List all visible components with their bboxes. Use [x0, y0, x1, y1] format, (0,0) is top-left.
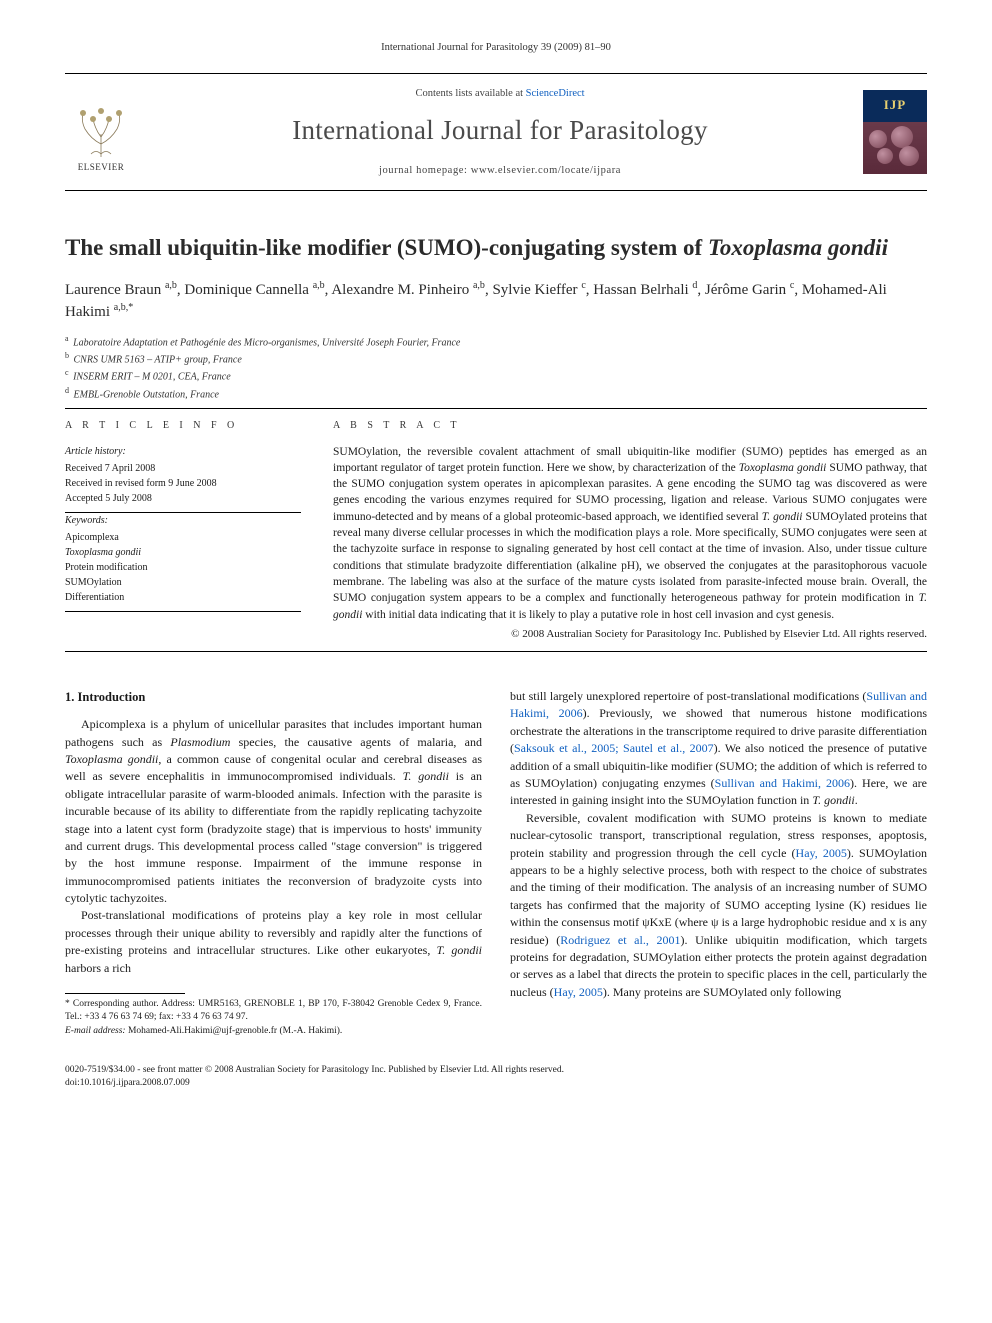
homepage-prefix: journal homepage: — [379, 165, 471, 176]
elsevier-tree-icon — [71, 99, 131, 159]
elsevier-logo: ELSEVIER — [65, 90, 137, 174]
contents-prefix: Contents lists available at — [415, 88, 525, 99]
affiliations: a Laboratoire Adaptation et Pathogénie d… — [65, 333, 927, 402]
homepage-url[interactable]: www.elsevier.com/locate/ijpara — [471, 165, 621, 176]
keyword: Toxoplasma gondii — [65, 545, 301, 560]
keyword: Protein modification — [65, 560, 301, 575]
title-italic-species: Toxoplasma gondii — [708, 235, 888, 260]
affiliation-line: a Laboratoire Adaptation et Pathogénie d… — [65, 333, 927, 350]
footer-issn-line: 0020-7519/$34.00 - see front matter © 20… — [65, 1064, 927, 1077]
sciencedirect-link[interactable]: ScienceDirect — [526, 88, 585, 99]
section-heading-introduction: 1. Introduction — [65, 688, 482, 706]
journal-reference: International Journal for Parasitology 3… — [65, 40, 927, 55]
abstract-text: SUMOylation, the reversible covalent att… — [333, 444, 927, 624]
article-title: The small ubiquitin-like modifier (SUMO)… — [65, 233, 927, 263]
keywords-title: Keywords: — [65, 513, 301, 528]
keywords-block: Keywords: ApicomplexaToxoplasma gondiiPr… — [65, 513, 301, 612]
abstract-copyright: © 2008 Australian Society for Parasitolo… — [333, 627, 927, 643]
body-paragraph: Post-translational modifications of prot… — [65, 907, 482, 977]
affiliation-line: c INSERM ERIT – M 0201, CEA, France — [65, 367, 927, 384]
history-revised: Received in revised form 9 June 2008 — [65, 476, 301, 491]
affiliation-line: d EMBL-Grenoble Outstation, France — [65, 385, 927, 402]
body-two-column: 1. Introduction Apicomplexa is a phylum … — [65, 688, 927, 1038]
masthead-center: Contents lists available at ScienceDirec… — [151, 82, 849, 182]
footnote-corr-label: * Corresponding author. — [65, 999, 159, 1009]
body-paragraph: Reversible, covalent modification with S… — [510, 810, 927, 1001]
footnote-email-suffix: (M.-A. Hakimi). — [279, 1026, 342, 1036]
elsevier-label: ELSEVIER — [78, 161, 125, 174]
abstract-label: A B S T R A C T — [333, 419, 927, 434]
journal-cover-label: IJP — [863, 96, 927, 115]
article-history: Article history: Received 7 April 2008 R… — [65, 444, 301, 513]
rule-below-abstract — [65, 651, 927, 652]
contents-available-line: Contents lists available at ScienceDirec… — [151, 86, 849, 101]
article-info-label: A R T I C L E I N F O — [65, 419, 301, 434]
journal-homepage-line: journal homepage: www.elsevier.com/locat… — [151, 163, 849, 178]
masthead: ELSEVIER Contents lists available at Sci… — [65, 73, 927, 191]
history-accepted: Accepted 5 July 2008 — [65, 491, 301, 506]
page-footer: 0020-7519/$34.00 - see front matter © 20… — [65, 1064, 927, 1091]
keyword: Differentiation — [65, 590, 301, 605]
body-paragraph: Apicomplexa is a phylum of unicellular p… — [65, 716, 482, 907]
footnote-email-label: E-mail address: — [65, 1026, 126, 1036]
history-received: Received 7 April 2008 — [65, 461, 301, 476]
history-title: Article history: — [65, 444, 301, 459]
footer-doi-line: doi:10.1016/j.ijpara.2008.07.009 — [65, 1077, 927, 1090]
authors-list: Laurence Braun a,b, Dominique Cannella a… — [65, 279, 927, 323]
journal-cover-thumbnail: IJP — [863, 90, 927, 174]
journal-name: International Journal for Parasitology — [151, 111, 849, 150]
body-paragraph: but still largely unexplored repertoire … — [510, 688, 927, 810]
footnote-separator — [65, 993, 185, 994]
corresponding-author-footnote: * Corresponding author. Address: UMR5163… — [65, 998, 482, 1038]
keyword: Apicomplexa — [65, 530, 301, 545]
keyword: SUMOylation — [65, 575, 301, 590]
rule-above-meta — [65, 408, 927, 409]
cover-artwork-icon — [863, 122, 927, 174]
affiliation-line: b CNRS UMR 5163 – ATIP+ group, France — [65, 350, 927, 367]
title-text: The small ubiquitin-like modifier (SUMO)… — [65, 235, 708, 260]
footnote-email[interactable]: Mohamed-Ali.Hakimi@ujf-grenoble.fr — [128, 1026, 277, 1036]
